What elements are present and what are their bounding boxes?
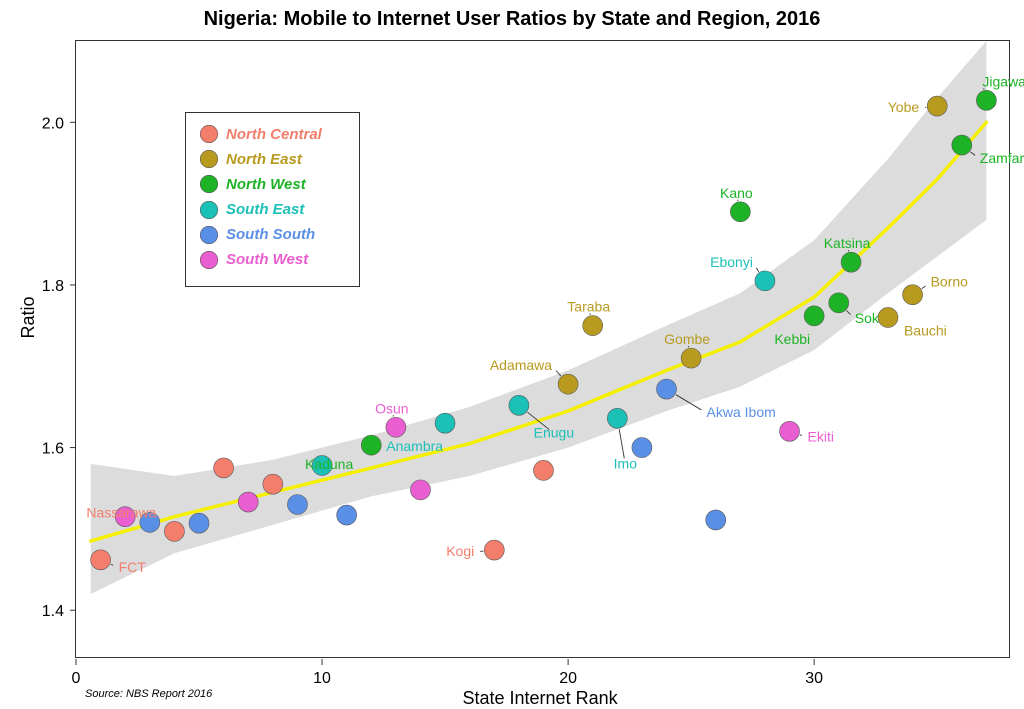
leader-line: [800, 435, 802, 436]
data-point: [780, 421, 800, 441]
x-tick-label: 10: [313, 670, 331, 687]
legend-label: North East: [226, 151, 302, 168]
data-point: [841, 252, 861, 272]
data-point: [632, 438, 652, 458]
legend-swatch: [200, 125, 218, 143]
legend-label: South South: [226, 226, 315, 243]
data-point: [730, 202, 750, 222]
y-tick-label: 1.4: [42, 603, 64, 620]
data-point: [238, 492, 258, 512]
data-point: [263, 474, 283, 494]
data-point: [755, 271, 775, 291]
y-tick-label: 1.8: [42, 278, 64, 295]
legend-label: North Central: [226, 126, 322, 143]
data-point: [976, 90, 996, 110]
data-point: [878, 307, 898, 327]
legend-swatch: [200, 251, 218, 269]
point-label: Kano: [720, 185, 753, 201]
legend-label: South West: [226, 251, 308, 268]
data-point: [903, 285, 923, 305]
data-point: [681, 348, 701, 368]
point-label: Katsina: [824, 235, 871, 251]
point-label: Yobe: [888, 99, 920, 115]
point-label: Borno: [931, 274, 969, 290]
legend-item: North Central: [200, 125, 322, 143]
data-point: [657, 379, 677, 399]
data-point: [706, 510, 726, 530]
data-point: [337, 505, 357, 525]
legend-item: South South: [200, 226, 315, 244]
point-label: Gombe: [664, 331, 710, 347]
point-label: Taraba: [567, 299, 610, 315]
legend-swatch: [200, 226, 218, 244]
point-label: Kaduna: [305, 456, 353, 472]
data-point: [435, 413, 455, 433]
data-point: [534, 460, 554, 480]
legend: North Central North East North West South E…: [185, 112, 360, 287]
point-label: Nassarawa: [86, 504, 156, 520]
legend-label: North West: [226, 176, 306, 193]
legend-item: South West: [200, 251, 308, 269]
data-point: [214, 458, 234, 478]
data-point: [164, 521, 184, 541]
data-point: [927, 96, 947, 116]
point-label: FCT: [119, 559, 147, 575]
data-point: [91, 550, 111, 570]
point-label: Osun: [375, 400, 408, 416]
legend-item: North West: [200, 175, 306, 193]
x-tick-label: 0: [72, 670, 81, 687]
legend-swatch: [200, 201, 218, 219]
data-point: [583, 316, 603, 336]
point-label: Ekiti: [808, 428, 834, 444]
legend-swatch: [200, 150, 218, 168]
legend-item: South East: [200, 201, 304, 219]
point-label: Kogi: [446, 543, 474, 559]
source-note: Source: NBS Report 2016: [85, 688, 212, 700]
data-point: [952, 135, 972, 155]
point-label: Akwa Ibom: [707, 404, 776, 420]
leader-line: [756, 268, 759, 272]
point-label: Kebbi: [774, 331, 810, 347]
legend-label: South East: [226, 201, 304, 218]
chart-root: Nigeria: Mobile to Internet User Ratios …: [0, 0, 1024, 706]
y-tick-label: 1.6: [42, 441, 64, 458]
leader-line: [619, 429, 624, 458]
data-point: [607, 408, 627, 428]
y-axis-title: Ratio: [18, 296, 39, 338]
data-point: [287, 495, 307, 515]
data-point: [509, 395, 529, 415]
x-tick-label: 30: [805, 670, 823, 687]
point-label: Imo: [614, 455, 638, 471]
data-point: [361, 435, 381, 455]
data-point: [189, 513, 209, 533]
chart-title: Nigeria: Mobile to Internet User Ratios …: [0, 8, 1024, 31]
data-point: [829, 293, 849, 313]
y-tick-label: 2.0: [42, 115, 64, 132]
point-label: Ebonyi: [710, 254, 753, 270]
point-label: Anambra: [386, 438, 443, 454]
data-point: [484, 540, 504, 560]
point-label: Enugu: [534, 424, 574, 440]
point-label: Bauchi: [904, 322, 947, 338]
data-point: [410, 480, 430, 500]
point-label: Zamfara: [980, 150, 1024, 166]
data-point: [558, 374, 578, 394]
legend-item: North East: [200, 150, 302, 168]
point-label: Jigawa: [982, 73, 1024, 89]
leader-line: [922, 286, 926, 289]
data-point: [804, 306, 824, 326]
point-label: Adamawa: [490, 357, 552, 373]
x-tick-label: 20: [559, 670, 577, 687]
legend-swatch: [200, 175, 218, 193]
data-point: [386, 417, 406, 437]
